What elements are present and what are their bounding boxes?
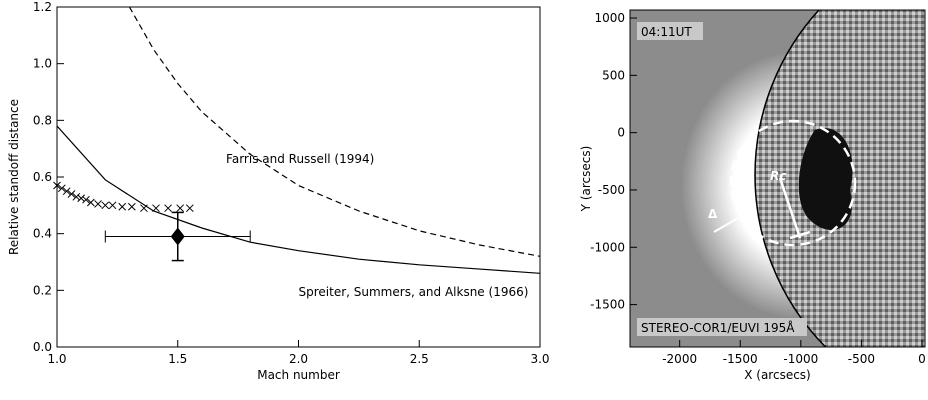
cross-marker	[72, 192, 81, 201]
cross-marker	[94, 200, 102, 208]
x-axis-label: X (arcsecs)	[744, 368, 811, 382]
y-tick-label: 1.0	[33, 57, 52, 71]
y-tick-label: 0.4	[33, 227, 52, 241]
y-axis-label: Relative standoff distance	[7, 99, 21, 255]
curve	[56, 125, 541, 274]
y-tick-label: -500	[598, 183, 625, 197]
y-tick-label: -1000	[590, 240, 625, 254]
x-tick-label: 2.0	[289, 352, 308, 366]
cross-marker	[62, 187, 71, 196]
y-tick-label: 0.0	[33, 340, 52, 354]
x-axis-label: Mach number	[257, 368, 340, 382]
y-axis-label: Y (arcsecs)	[579, 146, 593, 213]
y-tick-label: 0.2	[33, 283, 52, 297]
cross-marker	[53, 181, 61, 190]
cross-marker	[118, 202, 127, 211]
image-frame	[629, 9, 926, 348]
diamond-marker	[170, 227, 185, 246]
time-label: 04:11UT	[641, 25, 692, 39]
cross-marker	[86, 198, 95, 207]
cross-marker	[77, 194, 86, 203]
y-tick-label: 0	[617, 126, 625, 140]
x-tick-label: 0	[918, 352, 926, 366]
x-tick-label: -500	[848, 352, 875, 366]
cross-marker	[152, 204, 160, 213]
x-tick-label: 1.0	[47, 352, 66, 366]
cross-marker	[108, 201, 117, 210]
cross-marker	[128, 202, 136, 211]
y-tick-label: -1500	[590, 298, 625, 312]
cross-marker	[164, 204, 172, 213]
y-tick-label: 1.2	[33, 0, 52, 14]
cross-marker	[67, 190, 76, 198]
coronagraph-image	[630, 10, 925, 347]
instrument-label: STEREO-COR1/EUVI 195Å	[641, 320, 795, 335]
cross-marker	[101, 201, 110, 210]
cross-marker	[82, 195, 90, 204]
cross-marker	[185, 204, 194, 213]
cross-marker	[140, 204, 148, 213]
x-tick-label: 3.0	[530, 352, 549, 366]
y-tick-label: 0.6	[33, 170, 52, 184]
y-tick-label: 1000	[594, 11, 625, 25]
annotation: Spreiter, Summers, and Alksne (1966)	[299, 285, 529, 299]
x-tick-label: 1.5	[168, 352, 187, 366]
y-tick-label: 500	[602, 68, 625, 82]
curve	[128, 6, 541, 257]
cross-marker	[176, 204, 185, 213]
radius-label: Rc	[770, 169, 786, 183]
y-tick-label: 0.8	[33, 113, 52, 127]
x-tick-label: 2.5	[410, 352, 429, 366]
x-tick-label: -2000	[662, 352, 697, 366]
gap-label: Δ	[708, 207, 718, 221]
x-tick-label: -1500	[723, 352, 758, 366]
cross-marker	[57, 184, 66, 193]
x-tick-label: -1000	[783, 352, 818, 366]
annotation: Farris and Russell (1994)	[226, 152, 374, 166]
